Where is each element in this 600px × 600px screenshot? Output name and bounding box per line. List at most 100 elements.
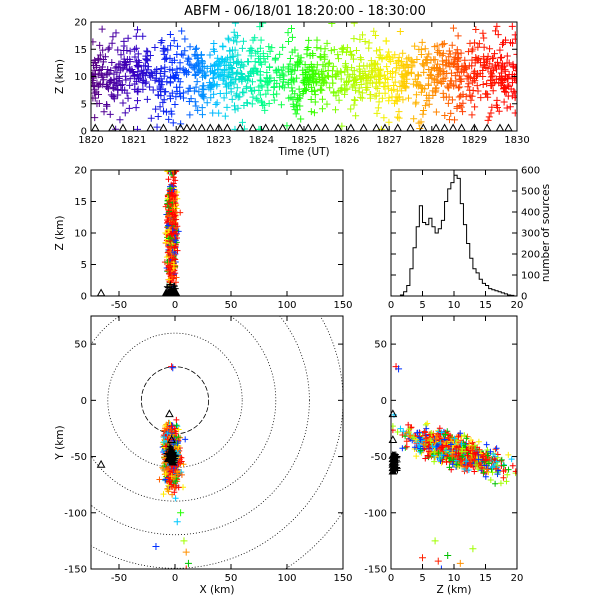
source-point bbox=[154, 112, 162, 120]
source-point bbox=[484, 93, 492, 101]
station-triangle bbox=[176, 123, 185, 132]
source-point bbox=[170, 37, 178, 45]
source-point bbox=[435, 47, 443, 55]
source-point bbox=[394, 56, 402, 64]
source-point bbox=[131, 53, 139, 61]
source-point bbox=[493, 445, 500, 452]
plan-sources bbox=[152, 363, 192, 569]
x-tick-label: 1823 bbox=[206, 135, 231, 146]
source-point bbox=[495, 107, 503, 115]
range-ring bbox=[91, 316, 310, 536]
source-point bbox=[459, 99, 467, 107]
source-point bbox=[251, 58, 259, 66]
source-point bbox=[172, 177, 179, 184]
source-point bbox=[144, 48, 152, 56]
source-point bbox=[152, 105, 160, 113]
source-point bbox=[170, 56, 178, 64]
source-point bbox=[456, 559, 464, 567]
source-point bbox=[230, 37, 238, 45]
source-point bbox=[172, 192, 179, 199]
source-point bbox=[395, 365, 403, 373]
source-point bbox=[457, 456, 464, 463]
source-point bbox=[323, 72, 331, 80]
source-point bbox=[166, 30, 174, 38]
station-triangle bbox=[205, 123, 215, 132]
source-point bbox=[471, 468, 478, 475]
source-point bbox=[290, 78, 298, 86]
source-point bbox=[457, 103, 465, 111]
source-point bbox=[393, 97, 401, 105]
source-point bbox=[153, 123, 161, 131]
source-point bbox=[214, 62, 222, 70]
source-point bbox=[421, 428, 428, 435]
y-tick-label: 20 bbox=[74, 18, 87, 29]
source-point bbox=[387, 57, 395, 65]
source-point bbox=[306, 52, 314, 60]
x-tick-label: -50 bbox=[111, 300, 127, 311]
source-point bbox=[351, 96, 359, 104]
source-point bbox=[414, 429, 421, 436]
source-point bbox=[358, 89, 366, 97]
source-point bbox=[91, 94, 97, 102]
source-point bbox=[213, 80, 221, 88]
source-point bbox=[501, 66, 509, 74]
source-point bbox=[335, 55, 343, 63]
source-point bbox=[412, 100, 420, 108]
source-point bbox=[210, 61, 218, 69]
x-tick-label: 1827 bbox=[376, 135, 401, 146]
source-point bbox=[173, 83, 181, 91]
source-point bbox=[198, 111, 206, 119]
source-point bbox=[279, 43, 287, 51]
source-point bbox=[375, 89, 383, 97]
source-point bbox=[380, 71, 388, 79]
source-point bbox=[376, 46, 384, 54]
source-point bbox=[236, 93, 244, 101]
source-point bbox=[143, 55, 151, 63]
source-point bbox=[318, 95, 326, 103]
source-point bbox=[450, 59, 458, 67]
source-point bbox=[333, 67, 341, 75]
chart-time-height: 1820 1821 1822 1823 1824 1825 1826 1827 1828 1829… bbox=[54, 18, 530, 159]
source-point bbox=[372, 83, 380, 91]
source-point bbox=[132, 32, 140, 40]
source-point bbox=[424, 452, 431, 459]
x-tick-label: 20 bbox=[511, 300, 524, 311]
source-point bbox=[198, 104, 206, 112]
source-point bbox=[446, 60, 454, 68]
source-point bbox=[455, 84, 463, 92]
source-point bbox=[449, 461, 456, 468]
source-point bbox=[425, 50, 433, 58]
source-point bbox=[491, 27, 499, 35]
source-point bbox=[505, 59, 513, 67]
source-point bbox=[178, 27, 186, 35]
source-point bbox=[499, 85, 507, 93]
source-point bbox=[296, 57, 304, 65]
plot-frame bbox=[90, 315, 344, 570]
source-point bbox=[447, 77, 455, 85]
source-point bbox=[130, 73, 138, 81]
source-point bbox=[209, 109, 217, 117]
source-point bbox=[441, 74, 449, 82]
source-point bbox=[269, 91, 277, 99]
source-point bbox=[443, 447, 450, 454]
source-point bbox=[424, 81, 432, 89]
source-point bbox=[109, 33, 117, 41]
source-point bbox=[355, 84, 363, 92]
source-point bbox=[375, 98, 383, 106]
source-point bbox=[231, 22, 239, 27]
source-point bbox=[450, 456, 457, 463]
source-point bbox=[438, 40, 446, 48]
source-point bbox=[223, 72, 231, 80]
source-point bbox=[169, 273, 176, 280]
source-point bbox=[297, 115, 305, 123]
x-tick-label: 5 bbox=[419, 573, 425, 584]
source-point bbox=[216, 59, 224, 67]
station-triangle bbox=[393, 123, 403, 132]
source-point bbox=[100, 108, 108, 116]
source-point bbox=[468, 92, 476, 100]
source-point bbox=[268, 44, 276, 52]
source-point bbox=[159, 98, 167, 106]
source-point bbox=[170, 261, 177, 268]
source-point bbox=[497, 480, 504, 487]
source-point bbox=[489, 464, 496, 471]
